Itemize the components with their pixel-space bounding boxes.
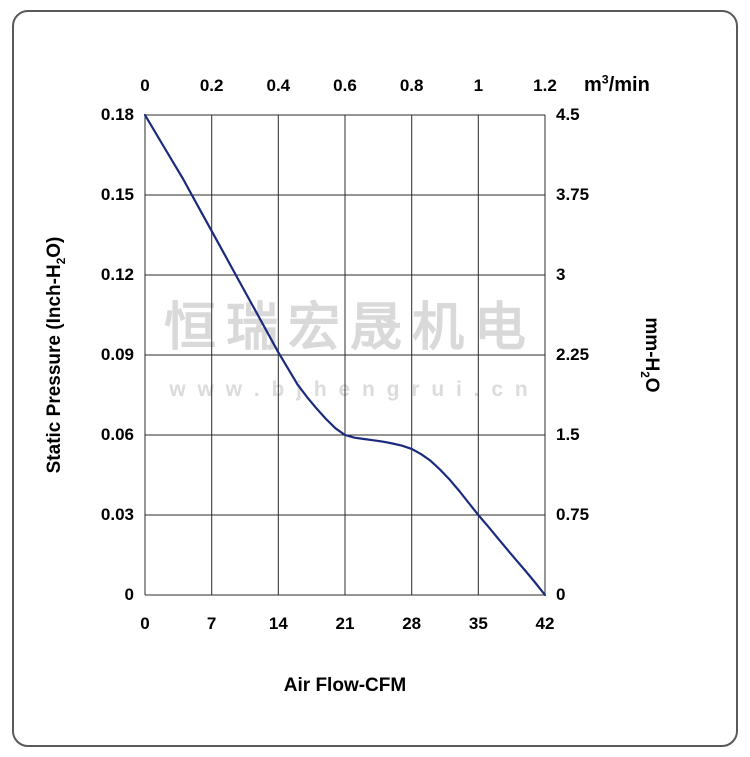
plot-area (143, 113, 547, 597)
y-right-axis-title: mm-H2O (638, 317, 662, 392)
y-left-title-post: O) (44, 236, 66, 258)
left-tick-label: 0.18 (100, 105, 134, 124)
bottom-tick-label: 14 (268, 614, 288, 633)
left-tick-label: 0 (124, 585, 134, 604)
bottom-tick-label: 7 (206, 614, 217, 633)
right-tick-label: 1.5 (556, 425, 580, 444)
top-tick-label: 0.2 (199, 76, 224, 95)
y-right-title-post: O (640, 377, 662, 393)
y-right-title-pre: mm-H (640, 317, 662, 372)
bottom-tick-label: 35 (468, 614, 488, 633)
right-tick-label: 2.25 (556, 345, 590, 364)
y-left-title-sub: 2 (54, 257, 68, 265)
top-axis-unit-pre: m (584, 74, 602, 97)
left-tick-label: 0.06 (100, 425, 134, 444)
right-tick-label: 4.5 (556, 105, 580, 124)
right-tick-label: 3.75 (556, 185, 590, 204)
left-tick-label: 0.15 (100, 185, 134, 204)
right-tick-label: 0 (556, 585, 566, 604)
top-tick-label: 1.2 (533, 76, 557, 95)
y-left-axis-title: Static Pressure (Inch-H2O) (44, 237, 68, 474)
top-tick-label: 0 (140, 76, 150, 95)
left-tick-label: 0.03 (100, 505, 134, 524)
static-pressure-curve (143, 113, 547, 597)
top-axis-unit-post: /min (608, 74, 650, 97)
top-axis-unit-sup: 3 (601, 72, 609, 87)
top-tick-label: 0.6 (333, 76, 357, 95)
y-left-title-pre: Static Pressure (Inch-H (44, 264, 66, 474)
right-tick-label: 3 (556, 265, 566, 284)
bottom-tick-label: 21 (335, 614, 355, 633)
bottom-tick-label: 28 (402, 614, 422, 633)
left-tick-label: 0.12 (100, 265, 134, 284)
bottom-tick-label: 42 (535, 614, 555, 633)
top-axis-unit: m3/min (584, 72, 650, 97)
x-axis-title: Air Flow-CFM (283, 675, 407, 696)
chart-frame (12, 10, 738, 747)
top-tick-label: 0.8 (399, 76, 424, 95)
top-tick-label: 0.4 (266, 76, 291, 95)
grid-lines (144, 114, 546, 596)
top-tick-label: 1 (473, 76, 484, 95)
right-tick-label: 0.75 (556, 505, 590, 524)
bottom-tick-label: 0 (140, 614, 150, 633)
left-tick-label: 0.09 (100, 345, 134, 364)
